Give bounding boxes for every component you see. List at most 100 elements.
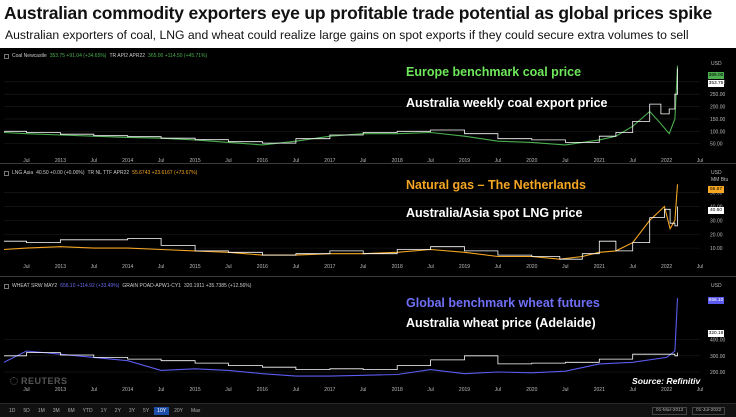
coal-x-tick-label: Jul (495, 158, 501, 163)
wheat-x-tick-label: Jul (360, 387, 366, 393)
chart-title: Australian commodity exporters eye up pr… (4, 3, 713, 23)
gas-x-tick-label: Jul (360, 264, 366, 270)
range-button-3m[interactable]: 3M (52, 408, 60, 414)
annotation-benchmark-gas: Natural gas – The Netherlands (406, 178, 586, 192)
wheat-y-tick-label: 200.00 (710, 370, 726, 376)
coal-y-tick-label: 200.00 (710, 105, 726, 111)
range-button-1d[interactable]: 1D (9, 408, 16, 414)
panel-divider (0, 276, 736, 277)
coal-x-tick-label: 2022 (661, 158, 672, 163)
gas-legend: LNG Asia 40.50 +0.00 (+0.00%) TR NL TTF … (4, 168, 197, 178)
wheat-tag-australia: 320.19 (708, 330, 724, 337)
range-button-20y[interactable]: 20Y (174, 408, 183, 414)
legend-square-icon[interactable] (4, 283, 9, 289)
annotation-australia-coal: Australia weekly coal export price (406, 96, 608, 110)
legend-series-1-value: 656.10 +114.92 (+33.49%) (60, 283, 120, 289)
coal-tag-australia: 353.75 (708, 80, 724, 87)
gas-x-tick-label: 2019 (459, 264, 470, 270)
annotation-australia-wheat: Australia wheat price (Adelaide) (406, 316, 596, 330)
legend-series-2-value: 365.00 +114.50 (+45.71%) (148, 53, 208, 59)
gas-y-tick-label: 10.00 (710, 246, 723, 252)
wheat-x-tick-label: Jul (697, 387, 703, 393)
coal-x-tick-label: Jul (629, 158, 635, 163)
annotation-benchmark-coal: Europe benchmark coal price (406, 65, 582, 79)
coal-tag-benchmark: 365.00 (708, 72, 724, 79)
legend-series-2-value: 320.1911 +35.7385 (+12.56%) (183, 283, 252, 289)
coal-y-tick-label: 50.00 (710, 142, 723, 148)
coal-x-tick-label: Jul (23, 158, 29, 163)
wheat-x-tick-label: 2018 (392, 387, 403, 393)
gas-x-tick-label: 2013 (55, 264, 66, 270)
wheat-tag-benchmark: 656.10 (708, 297, 724, 304)
wheat-x-tick-label: 2015 (189, 387, 200, 393)
coal-x-tick-label: Jul (91, 158, 97, 163)
coal-x-tick-label: Jul (225, 158, 231, 163)
range-button-2y[interactable]: 2Y (114, 408, 121, 414)
gas-x-tick-label: Jul (158, 264, 164, 270)
coal-plot: 50.00100.00150.00200.00250.00300.00Jul20… (3, 65, 726, 163)
coal-x-tick-label: 2021 (594, 158, 605, 163)
coal-x-tick-label: Jul (293, 158, 299, 163)
coal-x-tick-label: 2017 (324, 158, 335, 163)
range-button-1y[interactable]: 1Y (100, 408, 107, 414)
gas-x-tick-label: 2021 (594, 264, 605, 270)
gas-tag-australia: 40.50 (708, 207, 724, 214)
range-button-3y[interactable]: 3Y (128, 408, 136, 414)
legend-series-2-name: GRAIN POAD-APW1-CY1 (122, 283, 181, 289)
coal-x-tick-label: Jul (158, 158, 164, 163)
wheat-x-tick-label: Jul (427, 387, 433, 393)
wheat-y-tick-label: 300.00 (710, 354, 726, 360)
coal-x-tick-label: 2019 (459, 158, 470, 163)
legend-series-2-name: TR NL TTF APR22 (87, 170, 130, 176)
coal-x-tick-label: Jul (562, 158, 568, 163)
panel-divider (0, 163, 736, 164)
date-to-field[interactable]: 01-Jul-2022 (692, 407, 726, 415)
coal-y-tick-label: 250.00 (710, 92, 726, 98)
gas-x-tick-label: Jul (91, 264, 97, 270)
range-button-5d[interactable]: 5D (23, 408, 30, 414)
wheat-legend: WHEAT SRW MAY2 656.10 +114.92 (+33.49%) … (4, 281, 251, 291)
gas-x-tick-label: Jul (293, 264, 299, 270)
range-button-10y[interactable]: 10Y (154, 407, 170, 415)
coal-y-tick-label: 150.00 (710, 117, 726, 123)
gas-x-tick-label: Jul (495, 264, 501, 270)
coal-x-tick-label: Jul (427, 158, 433, 163)
annotation-australia-gas: Australia/Asia spot LNG price (406, 206, 583, 220)
gas-x-tick-label: 2017 (324, 264, 335, 270)
legend-square-icon[interactable] (4, 170, 9, 176)
wheat-x-tick-label: 2019 (459, 387, 470, 393)
chart-subtitle: Australian exporters of coal, LNG and wh… (5, 28, 689, 42)
wheat-x-tick-label: 2017 (324, 387, 335, 393)
legend-series-1-name: WHEAT SRW MAY2 (12, 283, 58, 289)
gas-y-tick-label: 20.00 (710, 232, 723, 238)
wheat-x-tick-label: Jul (293, 387, 299, 393)
wheat-x-tick-label: 2014 (122, 387, 133, 393)
wheat-series-1-line (3, 298, 679, 377)
date-from-field[interactable]: 01-Mar-2012 (652, 407, 688, 415)
range-button-5y[interactable]: 5Y (143, 408, 150, 414)
gas-panel: 10.0020.0030.0040.0050.00Jul2013Jul2014J… (0, 164, 736, 276)
range-buttons: 1D 5D 1M 3M 6M YTD 1Y 2Y 3Y 5Y 10Y 20Y Max (6, 407, 203, 415)
range-button-1m[interactable]: 1M (37, 408, 45, 414)
coal-x-tick-label: Jul (360, 158, 366, 163)
range-button-6m[interactable]: 6M (67, 408, 75, 414)
gas-x-tick-label: 2016 (257, 264, 268, 270)
wheat-x-tick-label: Jul (495, 387, 501, 393)
range-button-max[interactable]: Max (190, 408, 201, 414)
gas-x-tick-label: 2014 (122, 264, 133, 270)
legend-series-1-name: LNG Asia (12, 170, 34, 176)
legend-series-1-value: 353.75 +91.04 (+34.65%) (49, 53, 107, 59)
wheat-x-tick-label: Jul (562, 387, 568, 393)
wheat-x-tick-label: 2020 (526, 387, 537, 393)
gas-y-tick-label: 50.00 (710, 191, 723, 197)
wheat-x-tick-label: Jul (91, 387, 97, 393)
coal-x-tick-label: Jul (697, 158, 703, 163)
reuters-logo-icon (10, 377, 18, 385)
gas-x-tick-label: Jul (23, 264, 29, 270)
coal-x-tick-label: 2014 (122, 158, 133, 163)
gas-x-tick-label: 2018 (392, 264, 403, 270)
range-button-ytd[interactable]: YTD (82, 408, 93, 414)
wheat-x-tick-label: 2013 (55, 387, 66, 393)
coal-x-tick-label: 2020 (526, 158, 537, 163)
legend-square-icon[interactable] (4, 53, 9, 59)
